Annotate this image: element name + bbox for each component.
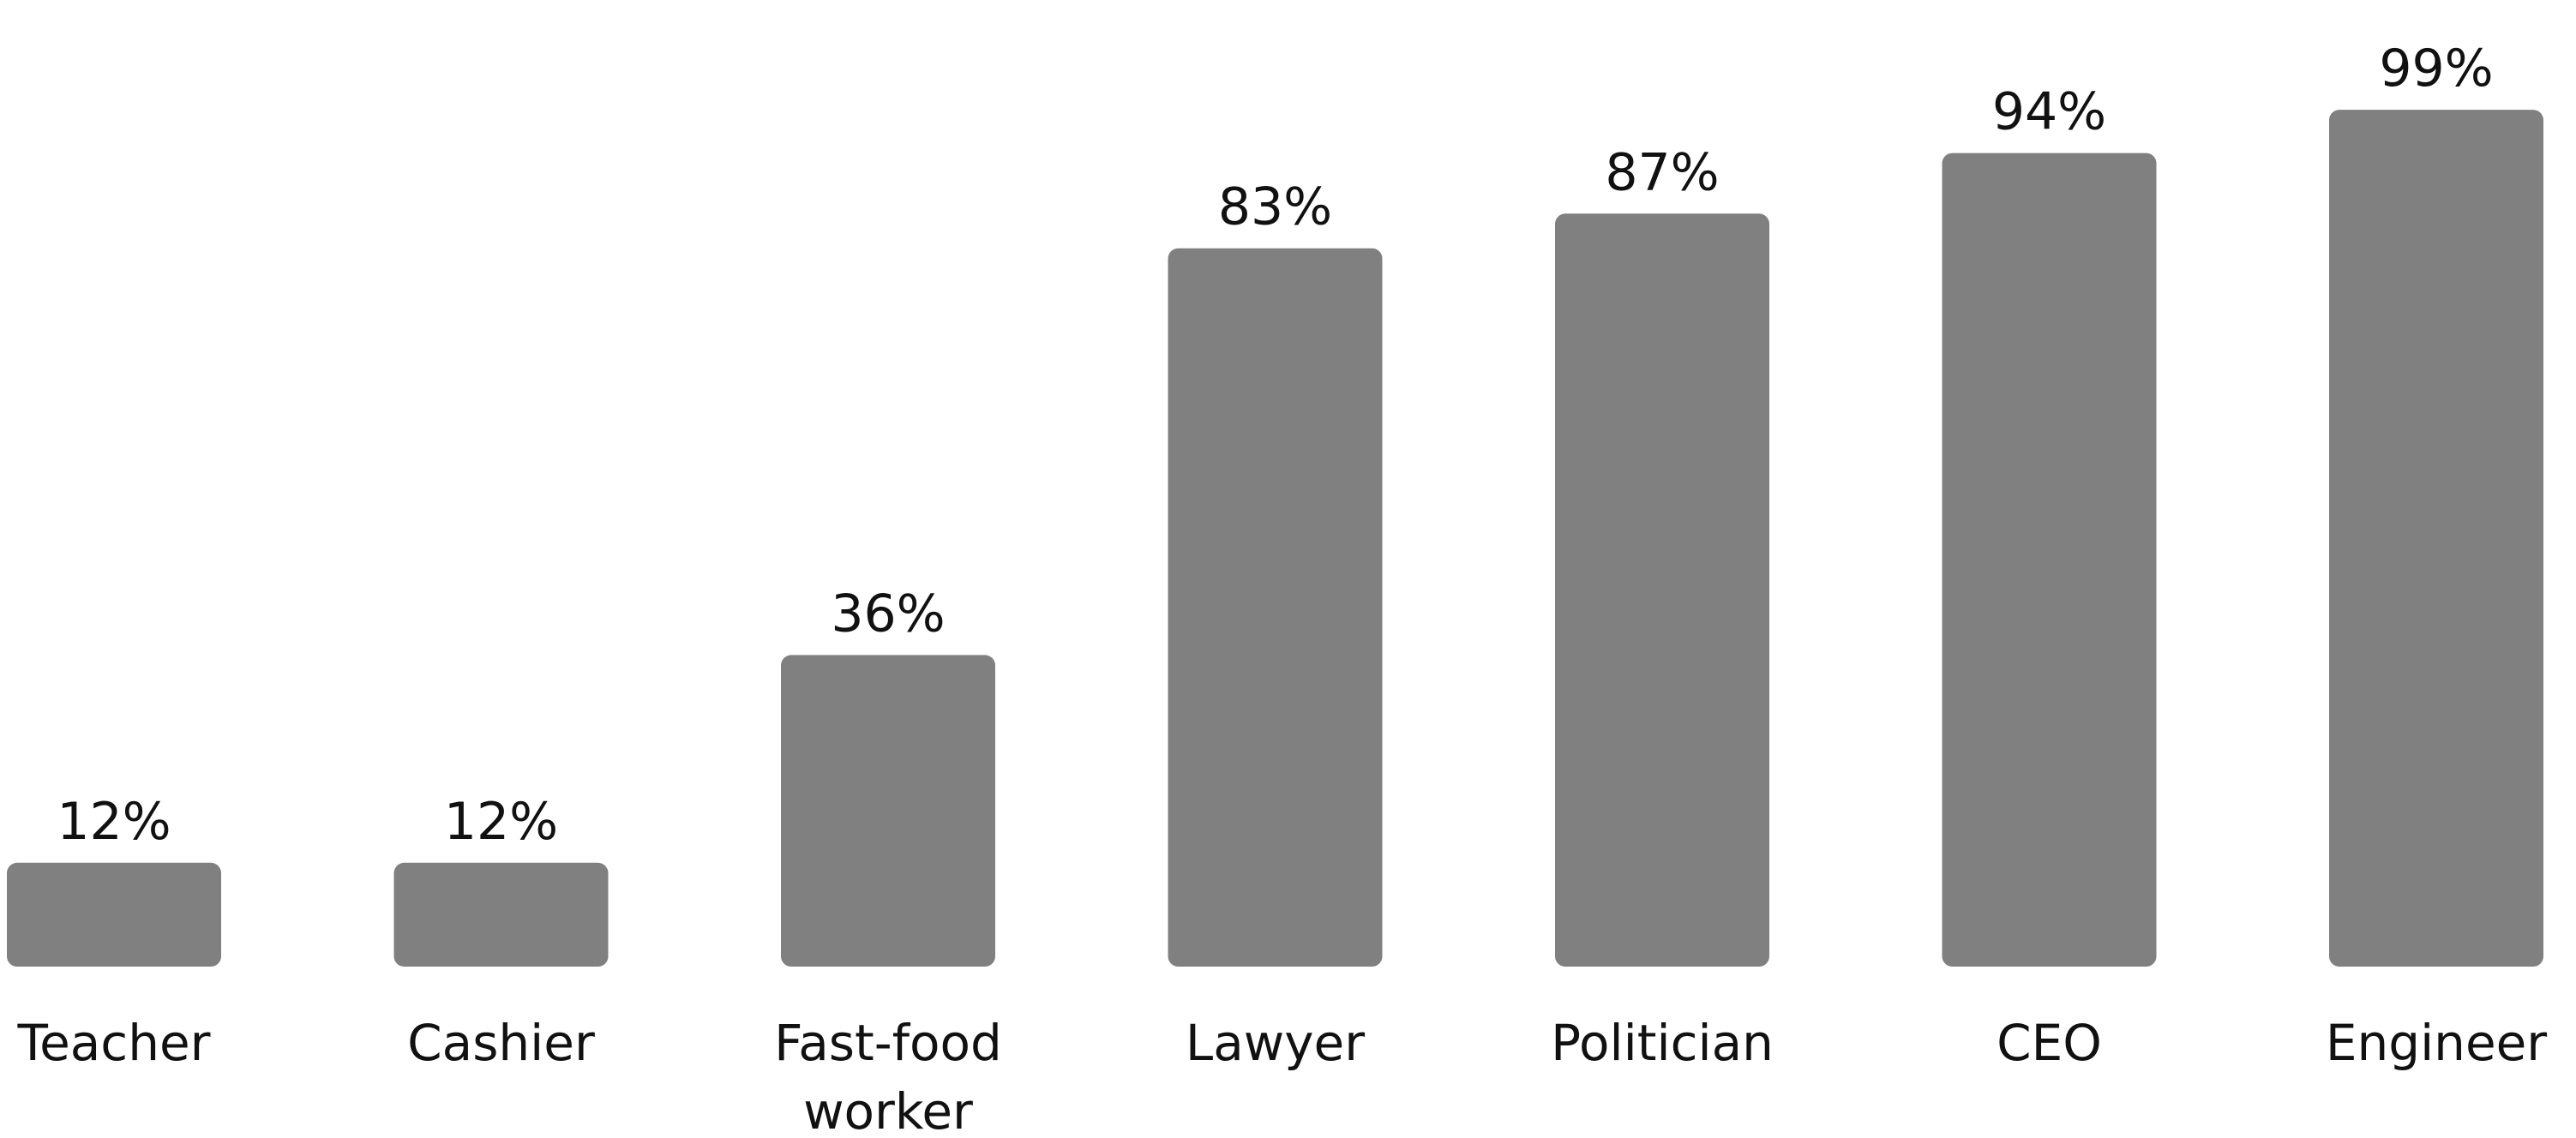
value-label-0: 12% xyxy=(57,792,171,852)
category-label-5: CEO xyxy=(1997,1014,2102,1072)
bars-group xyxy=(7,110,2543,967)
bar-5 xyxy=(1942,153,2157,967)
category-label-1: Cashier xyxy=(407,1014,595,1072)
category-label-2-line-0: Fast-food xyxy=(774,1014,1002,1072)
bar-6 xyxy=(2329,110,2543,967)
value-label-3: 83% xyxy=(1218,177,1332,237)
category-label-4: Politician xyxy=(1551,1014,1774,1072)
bar-1 xyxy=(393,862,609,967)
bar-0 xyxy=(7,862,221,967)
bar-3 xyxy=(1168,248,1383,967)
value-label-6: 99% xyxy=(2379,39,2493,99)
bar-4 xyxy=(1555,213,1769,967)
category-label-3: Lawyer xyxy=(1186,1014,1365,1072)
category-labels-group: Teacher Cashier Fast-food worker Lawyer Polit… xyxy=(17,1014,2548,1138)
category-label-2-line-1: worker xyxy=(803,1082,973,1138)
category-label-6: Engineer xyxy=(2326,1014,2547,1072)
value-label-1: 12% xyxy=(444,792,558,852)
category-label-0: Teacher xyxy=(17,1014,211,1072)
value-labels-group: 12% 12% 36% 83% 87% 94% 99% xyxy=(57,39,2493,852)
value-label-4: 87% xyxy=(1605,142,1719,202)
value-label-5: 94% xyxy=(1992,82,2106,142)
value-label-2: 36% xyxy=(831,584,945,644)
bar-2 xyxy=(781,655,995,967)
